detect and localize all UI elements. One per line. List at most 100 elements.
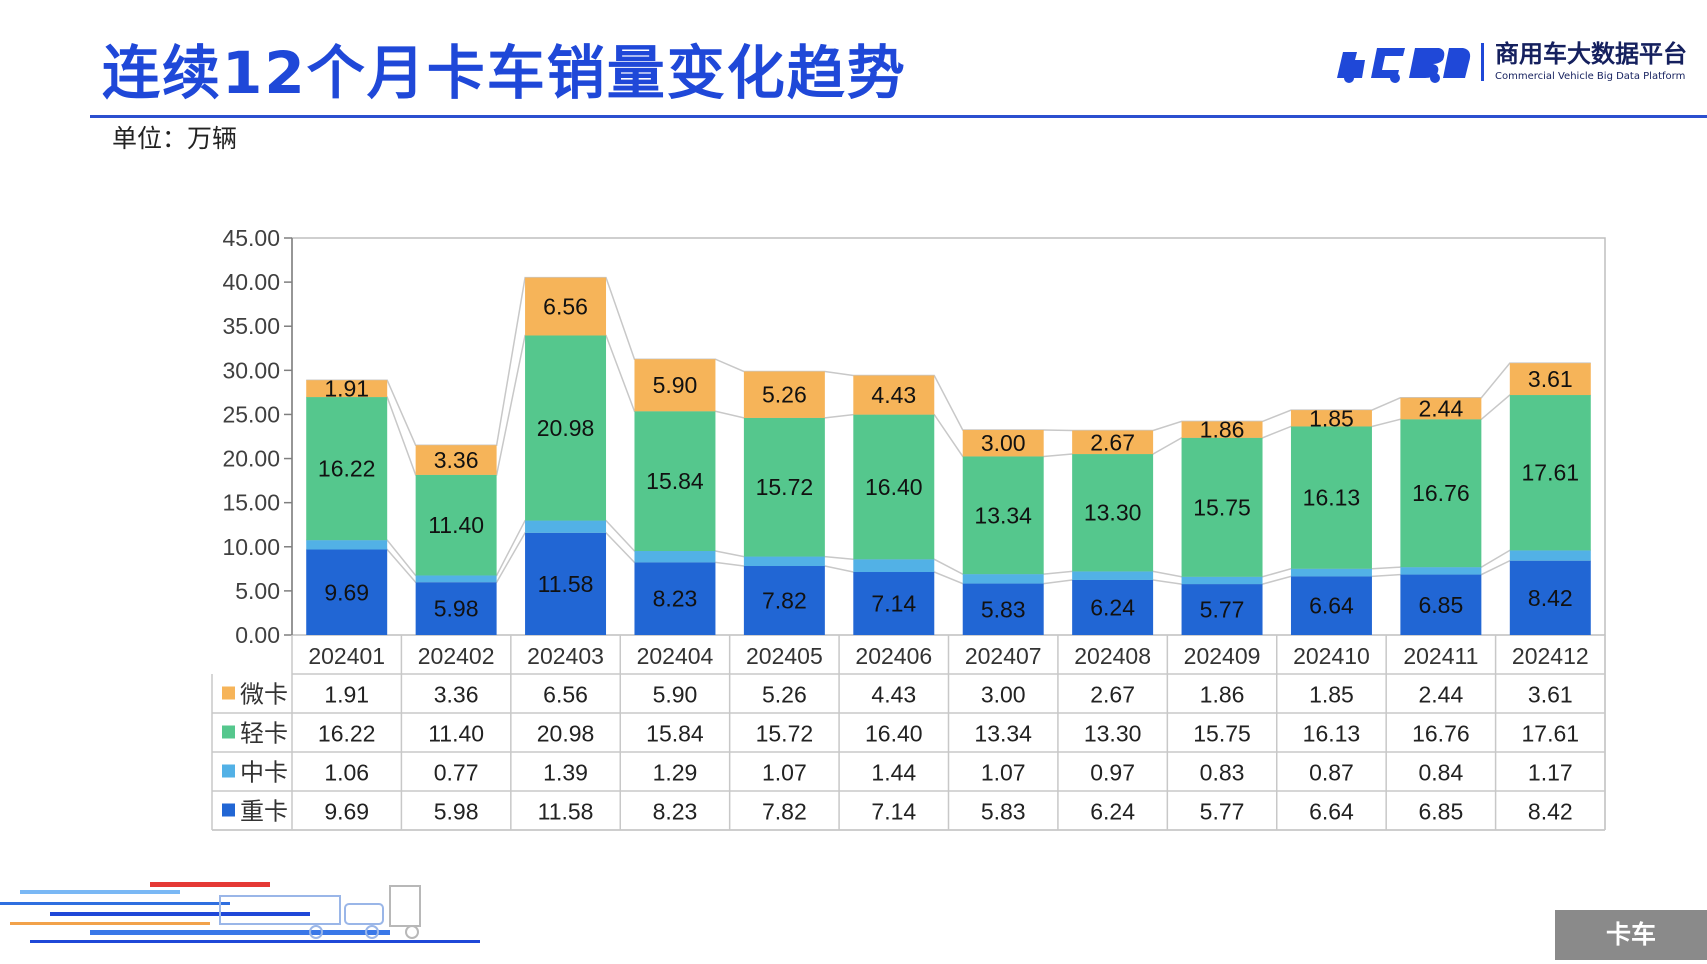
data-label: 6.64 — [1309, 593, 1354, 619]
table-cell: 4.43 — [871, 682, 916, 708]
legend-swatch — [222, 764, 235, 778]
bar-segment — [1072, 571, 1154, 580]
y-tick-label: 5.00 — [235, 578, 280, 604]
table-cell: 5.83 — [981, 799, 1026, 825]
bar-segment — [1072, 430, 1154, 455]
data-label: 7.82 — [762, 588, 807, 614]
data-label: 11.58 — [538, 571, 594, 597]
page-title: 连续12个月卡车销量变化趋势 — [102, 39, 907, 107]
bar-segment — [962, 429, 1044, 457]
cvbd-logo-icon — [1337, 48, 1471, 83]
table-cell: 1.07 — [762, 760, 807, 786]
table-cell: 16.40 — [865, 721, 923, 747]
bar-segment — [743, 417, 825, 557]
data-label: 15.84 — [646, 468, 704, 494]
bar-segment — [415, 445, 497, 475]
table-cell: 15.75 — [1193, 721, 1251, 747]
table-cell: 1.86 — [1200, 682, 1245, 708]
title-divider — [90, 115, 1707, 118]
bar-segment — [525, 277, 607, 336]
bar-segment — [525, 335, 607, 521]
bar-segment — [1400, 574, 1482, 635]
bar-segment — [1400, 567, 1482, 575]
table-cell: 0.97 — [1090, 760, 1135, 786]
x-tick-label: 202410 — [1293, 643, 1370, 669]
logo-name-cn: 商用车大数据平台 — [1495, 40, 1687, 68]
bar-segment — [306, 397, 388, 541]
table-cell: 11.40 — [428, 721, 484, 747]
bar-segment — [853, 559, 935, 573]
data-label: 1.86 — [1200, 417, 1245, 443]
table-cell: 16.13 — [1303, 721, 1361, 747]
data-label: 16.13 — [1303, 485, 1361, 511]
bar-segment — [1290, 410, 1372, 427]
table-cell: 1.85 — [1309, 682, 1354, 708]
data-label: 16.22 — [318, 456, 376, 482]
legend-label: 轻卡 — [240, 721, 288, 748]
table-cell: 5.26 — [762, 682, 807, 708]
logo-divider — [1481, 43, 1484, 81]
table-cell: 16.76 — [1412, 721, 1470, 747]
x-tick-label: 202407 — [965, 643, 1042, 669]
bar-segment — [1290, 568, 1372, 577]
bar-segment — [306, 380, 388, 398]
table-cell: 2.67 — [1090, 682, 1135, 708]
y-tick-label: 45.00 — [222, 225, 280, 251]
bar-segment — [1400, 397, 1482, 420]
data-label: 5.98 — [434, 596, 479, 622]
bar-segment — [1181, 576, 1263, 585]
x-tick-label: 202408 — [1074, 643, 1151, 669]
bar-segment — [1509, 363, 1591, 396]
data-label: 3.61 — [1528, 366, 1573, 392]
x-tick-label: 202406 — [855, 643, 932, 669]
bar-segment — [306, 540, 388, 550]
bar-segment — [634, 562, 716, 635]
table-cell: 3.36 — [434, 682, 479, 708]
data-label: 13.30 — [1084, 500, 1142, 526]
table-cell: 9.69 — [324, 799, 369, 825]
table-cell: 1.29 — [653, 760, 698, 786]
x-tick-label: 202402 — [418, 643, 495, 669]
table-cell: 13.30 — [1084, 721, 1142, 747]
data-label: 2.67 — [1090, 429, 1135, 455]
series-connector-line — [306, 519, 1591, 578]
bar-segment — [743, 566, 825, 635]
x-tick-label: 202411 — [1403, 643, 1478, 669]
data-label: 1.85 — [1309, 405, 1354, 431]
bar-segment — [1290, 426, 1372, 569]
table-cell: 0.87 — [1309, 760, 1354, 786]
bar-segment — [525, 520, 607, 533]
legend-label: 微卡 — [240, 682, 288, 709]
bar-segment — [1400, 419, 1482, 568]
bar-segment — [415, 582, 497, 635]
y-tick-label: 35.00 — [222, 313, 280, 339]
bar-segment — [853, 414, 935, 560]
bar-segment — [962, 574, 1044, 584]
bar-segment — [1072, 579, 1154, 635]
table-cell: 15.84 — [646, 721, 704, 747]
table-cell: 15.72 — [756, 721, 814, 747]
table-cell: 17.61 — [1522, 721, 1580, 747]
bar-segment — [1072, 454, 1154, 572]
y-tick-label: 10.00 — [222, 534, 280, 560]
data-label: 13.34 — [974, 502, 1032, 528]
y-tick-label: 30.00 — [222, 357, 280, 383]
legend-swatch — [222, 686, 235, 700]
truck-decoration-icon — [0, 882, 480, 943]
bar-segment — [853, 572, 935, 635]
data-label: 15.75 — [1193, 494, 1251, 520]
bar-segment — [743, 556, 825, 567]
legend-label: 中卡 — [240, 760, 288, 787]
data-label: 9.69 — [324, 579, 369, 605]
table-cell: 6.64 — [1309, 799, 1354, 825]
table-cell: 0.83 — [1200, 760, 1245, 786]
x-tick-label: 202404 — [637, 643, 714, 669]
data-label: 15.72 — [756, 474, 814, 500]
logo-name-en: Commercial Vehicle Big Data Platform — [1495, 71, 1686, 82]
data-label: 6.56 — [543, 294, 588, 320]
table-cell: 6.56 — [543, 682, 588, 708]
data-label: 5.90 — [653, 372, 698, 398]
bar-segment — [415, 474, 497, 576]
bar-segment — [1181, 584, 1263, 635]
